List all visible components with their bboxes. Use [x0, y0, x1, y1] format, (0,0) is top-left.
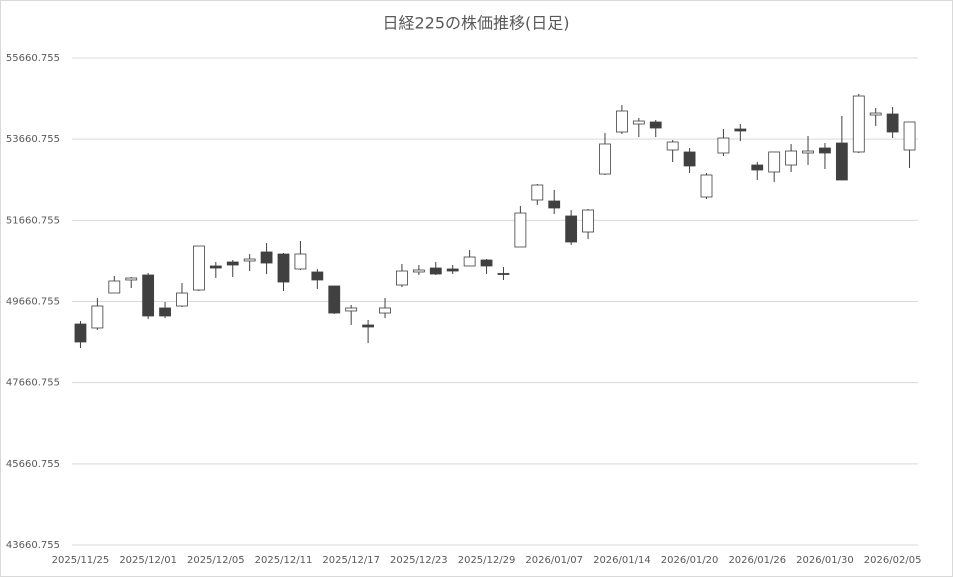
candle-body [176, 292, 188, 307]
candle-body [768, 151, 781, 173]
candle-body [226, 261, 239, 266]
candle-body [345, 307, 358, 312]
x-tick-label: 2025/12/29 [458, 555, 516, 566]
candle-body [582, 209, 594, 233]
x-tick-label: 2025/12/05 [187, 555, 245, 566]
x-tick-label: 2026/01/30 [796, 555, 854, 566]
y-tick-label: 45660.755 [6, 459, 60, 470]
candle-body [91, 305, 104, 329]
candle-body [599, 143, 611, 175]
x-tick-label: 2025/12/01 [119, 555, 177, 566]
candle-body [396, 270, 408, 286]
candle-body [243, 258, 256, 262]
candle-body [819, 147, 831, 154]
y-tick-label: 47660.755 [6, 378, 60, 389]
chart-title: 日経225の株価推移(日足) [382, 14, 569, 33]
x-tick-label: 2026/01/20 [661, 555, 719, 566]
x-tick-label: 2025/11/25 [52, 555, 110, 566]
candle-body [548, 200, 561, 209]
candle-body [480, 259, 493, 267]
x-tick-label: 2025/12/17 [322, 555, 380, 566]
y-tick-label: 51660.755 [6, 215, 60, 226]
candle-body [209, 265, 222, 269]
candle-body [142, 274, 155, 317]
candle-body [565, 215, 578, 243]
candle-body [683, 151, 696, 167]
candle-body [125, 277, 138, 281]
candle-body [666, 141, 679, 151]
y-tick-label: 43660.755 [6, 540, 60, 551]
candle-body [835, 142, 848, 181]
x-tick-label: 2026/01/26 [728, 555, 786, 566]
candle-body [903, 121, 916, 151]
candle-body [74, 323, 87, 343]
candle-body [379, 307, 391, 314]
candle-body [260, 251, 273, 264]
candle-body [802, 150, 814, 154]
candle-body [294, 253, 307, 270]
candle-body [616, 110, 628, 133]
x-tick-label: 2025/12/23 [390, 555, 448, 566]
y-tick-label: 55660.755 [6, 53, 60, 64]
candle-body [649, 121, 662, 129]
x-tick-label: 2026/01/07 [525, 555, 583, 566]
y-tick-label: 49660.755 [6, 297, 60, 308]
candle-body [412, 269, 425, 273]
candle-body [852, 95, 865, 153]
candle-body [192, 245, 205, 291]
candle-body [277, 253, 290, 283]
candle-body [717, 137, 730, 154]
candle-body [869, 112, 882, 116]
candle-body [531, 184, 544, 201]
candle-body [632, 120, 645, 125]
candle-body [429, 267, 442, 275]
x-tick-label: 2025/12/11 [255, 555, 313, 566]
candle-body [785, 150, 797, 166]
x-tick-label: 2026/02/05 [864, 555, 922, 566]
candle-body [734, 128, 747, 132]
candle-body [446, 268, 459, 272]
candle-body [886, 113, 899, 133]
candle-body [497, 273, 510, 275]
candle-body [108, 280, 121, 294]
candle-body [159, 307, 171, 317]
x-tick-label: 2026/01/14 [593, 555, 651, 566]
candle-body [700, 174, 713, 198]
candle-body [311, 271, 324, 281]
candle-body [362, 324, 375, 328]
candle-body [328, 285, 341, 314]
y-tick-label: 53660.755 [6, 134, 60, 145]
candle-body [751, 164, 764, 171]
candle-body [514, 212, 527, 248]
candle-body [463, 256, 476, 267]
